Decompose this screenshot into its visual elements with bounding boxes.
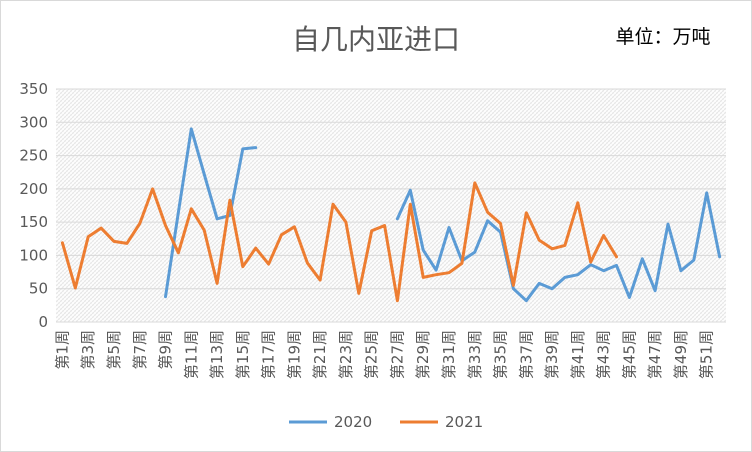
series-line-2021 xyxy=(60,181,618,303)
series-line-2020 xyxy=(164,127,722,303)
x-tick-label: 第5周 xyxy=(105,330,123,370)
legend-label-2021: 2021 xyxy=(445,413,483,431)
legend-label-2020: 2020 xyxy=(334,413,372,431)
legend: 2020 2021 xyxy=(289,413,483,431)
x-tick-label: 第19周 xyxy=(285,330,303,379)
y-tick-label: 250 xyxy=(19,147,48,165)
x-tick-label: 第41周 xyxy=(569,330,587,379)
x-tick-label: 第9周 xyxy=(157,330,175,370)
unit-label: 单位：万吨 xyxy=(615,26,710,48)
y-tick-label: 0 xyxy=(38,313,48,331)
y-tick-label: 300 xyxy=(19,113,48,131)
x-tick-label: 第47周 xyxy=(646,330,664,379)
x-tick-label: 第37周 xyxy=(517,330,535,379)
y-tick-label: 50 xyxy=(29,280,48,298)
x-tick-label: 第51周 xyxy=(698,330,716,379)
y-tick-label: 350 xyxy=(19,80,48,98)
y-axis-ticks: 0 50 100 150 200 250 300 350 xyxy=(19,80,48,331)
y-tick-label: 200 xyxy=(19,180,48,198)
x-tick-label: 第3周 xyxy=(79,330,97,370)
y-tick-label: 150 xyxy=(19,213,48,231)
x-tick-label: 第23周 xyxy=(337,330,355,379)
x-tick-label: 第25周 xyxy=(363,330,381,379)
x-tick-label: 第43周 xyxy=(595,330,613,379)
series-layer xyxy=(60,127,722,303)
x-tick-label: 第21周 xyxy=(311,330,329,379)
x-tick-label: 第15周 xyxy=(234,330,252,379)
x-tick-label: 第1周 xyxy=(53,330,71,370)
x-tick-label: 第17周 xyxy=(260,330,278,379)
x-tick-label: 第35周 xyxy=(492,330,510,379)
x-tick-label: 第49周 xyxy=(672,330,690,379)
x-tick-label: 第39周 xyxy=(543,330,561,379)
x-tick-label: 第31周 xyxy=(440,330,458,379)
x-tick-label: 第27周 xyxy=(388,330,406,379)
x-tick-label: 第7周 xyxy=(131,330,149,370)
x-tick-label: 第33周 xyxy=(466,330,484,379)
chart-title: 自几内亚进口 xyxy=(292,23,460,56)
x-tick-label: 第13周 xyxy=(208,330,226,379)
x-tick-label: 第11周 xyxy=(182,330,200,379)
x-tick-label: 第29周 xyxy=(414,330,432,379)
x-axis-ticks: 第1周 第3周 第5周 第7周 第9周 第11周 第13周 第15周 第17周 第19周 第21周第… xyxy=(53,330,715,379)
x-tick-label: 第45周 xyxy=(620,330,638,379)
y-tick-label: 100 xyxy=(19,246,48,264)
